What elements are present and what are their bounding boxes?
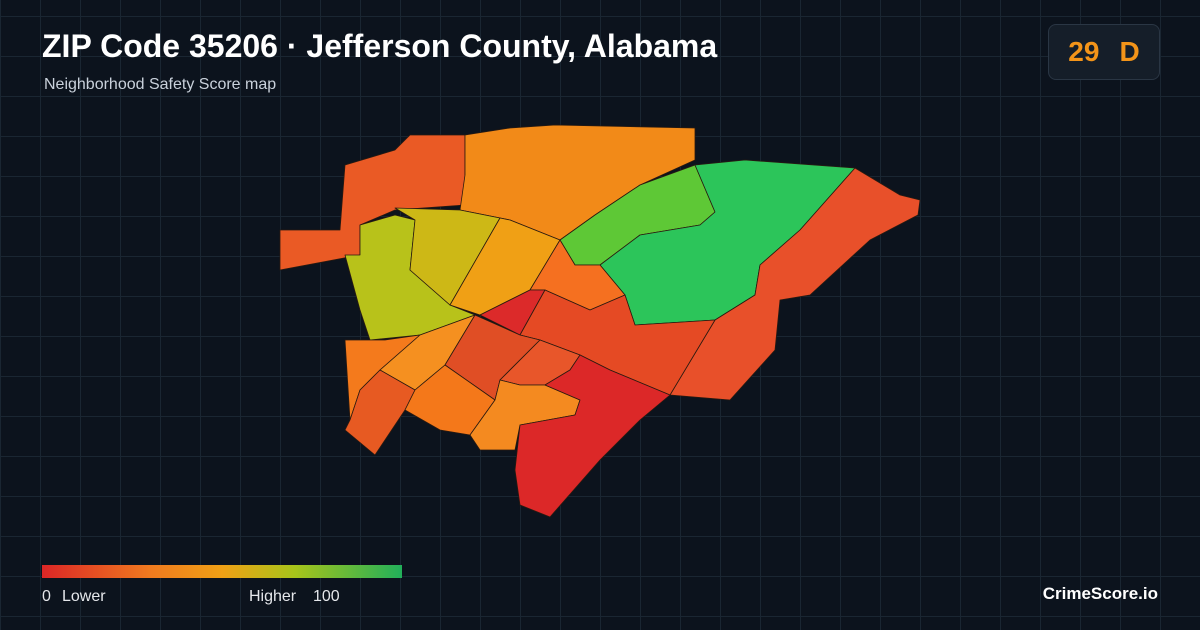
- legend-max-label: Higher: [249, 588, 297, 605]
- subtitle: Neighborhood Safety Score map: [44, 76, 277, 93]
- brand: CrimeScore.io: [1042, 584, 1158, 603]
- legend-gradient: [42, 565, 402, 578]
- legend-max: 100: [313, 588, 340, 605]
- score-value: 29: [1068, 36, 1100, 67]
- title: ZIP Code 35206 · Jefferson County, Alaba…: [42, 28, 718, 64]
- area: [279, 134, 466, 271]
- legend-min: 0: [42, 588, 51, 605]
- area: [669, 167, 921, 401]
- score-badge: 29 D: [1048, 24, 1160, 80]
- area: [514, 354, 671, 518]
- legend-min-label: Lower: [62, 588, 106, 605]
- score-grade: D: [1119, 36, 1140, 67]
